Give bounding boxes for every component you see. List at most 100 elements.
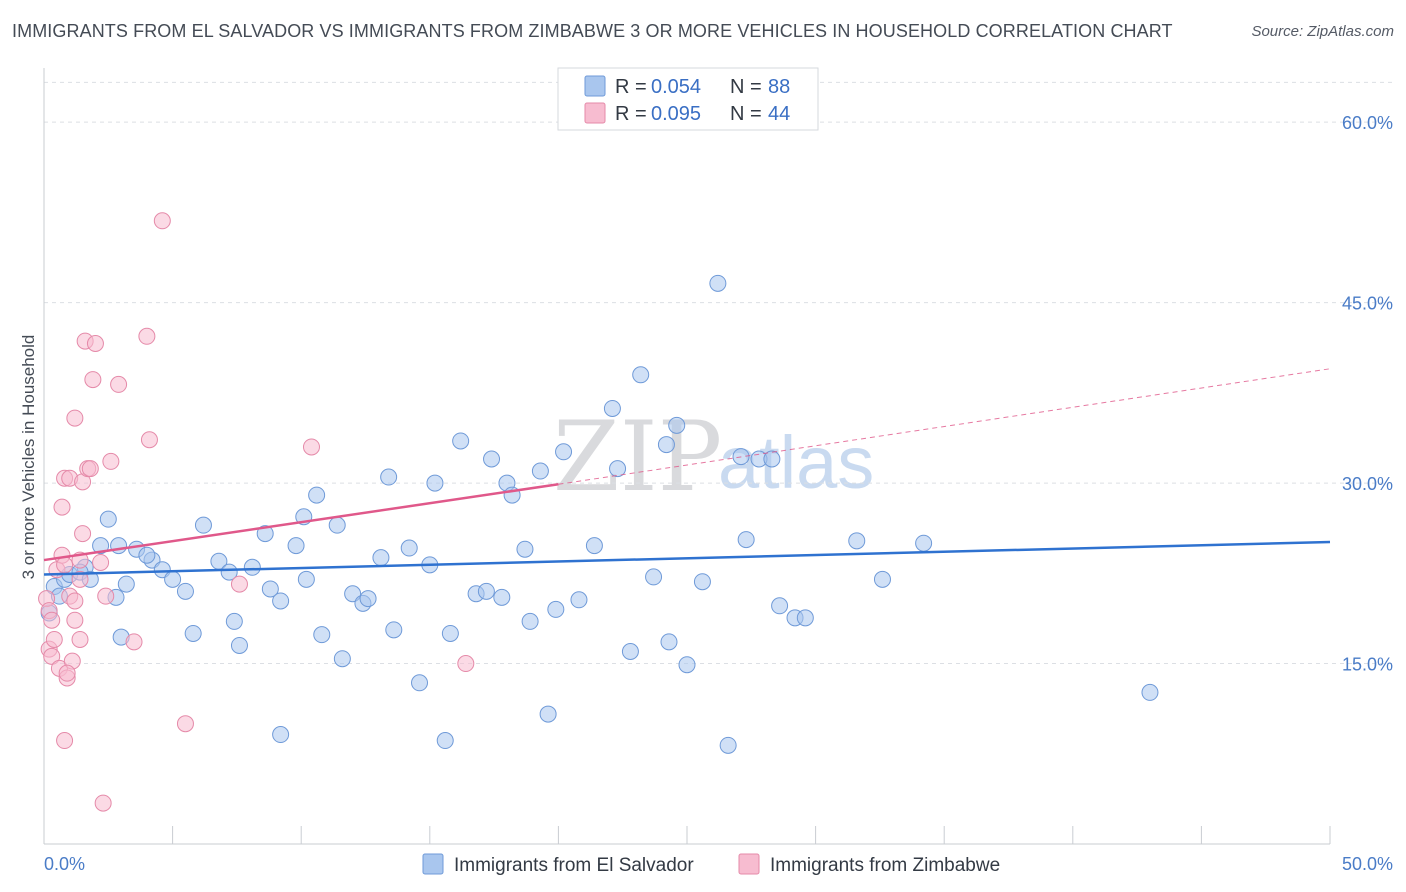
point-el-salvador [531,462,549,480]
trend-lines [43,368,1331,576]
series-legend: Immigrants from El Salvador Immigrants f… [422,853,1000,876]
point-el-salvador [313,626,331,644]
point-el-salvador [372,549,390,567]
point-el-salvador [110,537,128,555]
y-tick-label: 60.0% [1342,113,1393,133]
point-zimbabwe [58,664,76,682]
stats-n-value-zimbabwe: 44 [768,103,790,125]
point-zimbabwe [176,715,194,733]
point-el-salvador [915,534,933,552]
point-el-salvador [194,516,212,534]
point-el-salvador [272,726,290,744]
point-el-salvador [243,558,261,576]
point-el-salvador [225,612,243,630]
y-tick-label: 15.0% [1342,655,1393,675]
point-el-salvador [660,633,678,651]
legend-swatch-el-salvador [422,853,444,875]
point-el-salvador [603,399,621,417]
point-zimbabwe [66,409,84,427]
point-el-salvador [848,532,866,550]
point-zimbabwe [56,732,74,750]
point-el-salvador [220,563,238,581]
source-credit: Source: ZipAtlas.com [1251,23,1394,40]
y-axis-tick-labels: 15.0% 30.0% 45.0% 60.0% [1342,113,1393,674]
legend-label-zimbabwe: Immigrants from Zimbabwe [770,855,1000,876]
point-el-salvador [609,460,627,478]
point-el-salvador [719,736,737,754]
point-el-salvador [645,568,663,586]
point-el-salvador [521,612,539,630]
point-el-salvador [477,582,495,600]
point-el-salvador [873,570,891,588]
point-zimbabwe [71,570,89,588]
point-el-salvador [709,274,727,292]
point-el-salvador [385,621,403,639]
point-el-salvador [328,516,346,534]
points-el-salvador [40,274,1159,754]
point-zimbabwe [125,633,143,651]
point-el-salvador [555,443,573,461]
point-el-salvador [426,474,444,492]
point-el-salvador [230,636,248,654]
point-el-salvador [117,575,135,593]
point-el-salvador [333,650,351,668]
point-el-salvador [621,643,639,660]
point-el-salvador [411,674,429,692]
point-zimbabwe [110,375,128,393]
stats-r-label-el-salvador: R = [615,76,647,98]
point-zimbabwe [66,592,84,610]
point-el-salvador [164,570,182,588]
point-el-salvador [287,537,305,555]
point-el-salvador [668,416,686,434]
point-el-salvador [297,570,315,588]
x-tick-label-max: 50.0% [1342,854,1393,874]
point-el-salvador [547,600,565,618]
point-zimbabwe [94,794,112,812]
point-el-salvador [138,546,156,564]
point-el-salvador [359,590,377,608]
point-zimbabwe [97,587,115,605]
point-zimbabwe [153,212,171,230]
point-zimbabwe [84,371,102,389]
point-zimbabwe [230,575,248,593]
x-axis-ticks [43,826,1331,844]
stats-swatch-zimbabwe [584,102,606,124]
point-zimbabwe [74,525,92,543]
point-el-salvador [308,486,326,504]
point-zimbabwe [138,327,156,345]
point-el-salvador [796,609,814,627]
point-zimbabwe [140,431,158,449]
point-el-salvador [99,510,117,528]
point-el-salvador [516,540,534,558]
point-el-salvador [452,432,470,450]
y-axis-title: 3 or more Vehicles in Household [19,335,38,580]
point-zimbabwe [66,611,84,629]
point-el-salvador [436,732,454,750]
point-el-salvador [272,592,290,610]
point-zimbabwe [45,630,63,648]
y-tick-label: 30.0% [1342,474,1393,494]
point-el-salvador [632,366,650,384]
point-zimbabwe [92,553,110,571]
point-el-salvador [678,656,696,674]
stats-r-label-zimbabwe: R = [615,103,647,125]
point-el-salvador [771,597,789,615]
trend-line-zimbabwe-extension [558,368,1331,485]
point-zimbabwe [302,438,320,456]
point-el-salvador [380,468,398,486]
point-el-salvador [1141,683,1159,701]
point-el-salvador [400,539,418,557]
point-zimbabwe [71,630,89,648]
point-el-salvador [763,450,781,468]
point-zimbabwe [43,611,61,629]
watermark-zip: ZIP [553,401,722,513]
point-el-salvador [483,450,501,468]
grid-lines [44,81,1393,665]
stats-n-label-zimbabwe: N = [730,103,762,125]
point-el-salvador [570,591,588,609]
stats-n-label-el-salvador: N = [730,76,762,98]
point-zimbabwe [43,647,61,665]
stats-swatch-el-salvador [584,75,606,97]
point-zimbabwe [457,655,475,673]
